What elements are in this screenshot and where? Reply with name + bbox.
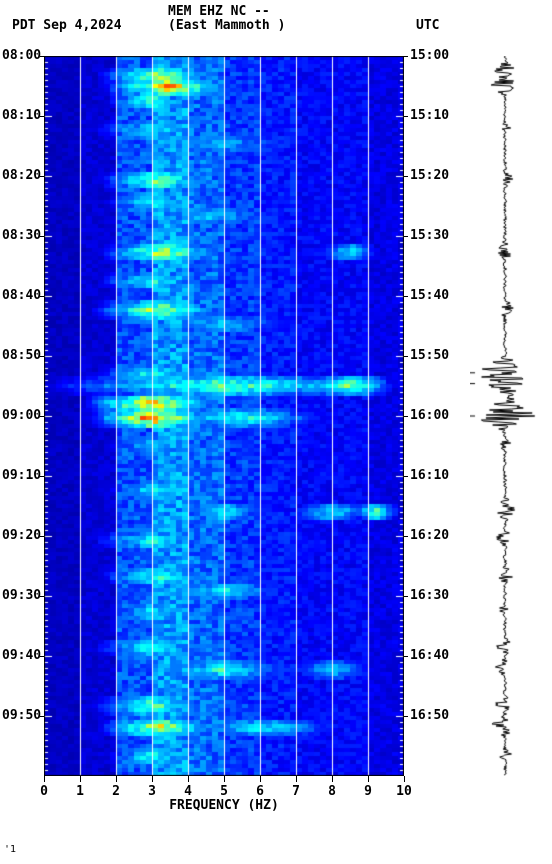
y-left-label: 08:50 [2,350,41,362]
y-right-label: 15:40 [410,290,449,302]
footer-mark: '1 [4,844,16,855]
y-left-label: 08:00 [2,50,41,62]
spectrogram-canvas [44,56,404,776]
y-left-label: 09:30 [2,590,41,602]
x-tick-label: 1 [76,784,84,799]
y-right-label: 16:10 [410,470,449,482]
y-right-label: 15:50 [410,350,449,362]
y-left-label: 09:20 [2,530,41,542]
y-right-label: 15:00 [410,50,449,62]
y-right-label: 15:20 [410,170,449,182]
y-left-label: 08:10 [2,110,41,122]
x-tick-label: 0 [40,784,48,799]
utc-label: UTC [416,18,439,33]
seismogram-trace [470,56,540,776]
y-right-label: 16:20 [410,530,449,542]
y-right-label: 15:30 [410,230,449,242]
y-left-label: 09:50 [2,710,41,722]
x-tick-label: 5 [220,784,228,799]
y-right-label: 16:30 [410,590,449,602]
x-tick-label: 6 [256,784,264,799]
date-label: PDT Sep 4,2024 [12,18,122,33]
x-tick-label: 9 [364,784,372,799]
spectrogram-plot [44,56,404,776]
station-code: MEM EHZ NC -- [168,4,270,19]
seismogram-canvas [470,56,540,776]
y-axis-right-labels: 15:0015:1015:2015:3015:4015:5016:0016:10… [410,56,454,776]
y-right-label: 15:10 [410,110,449,122]
y-right-label: 16:00 [410,410,449,422]
y-left-label: 09:00 [2,410,41,422]
y-right-label: 16:50 [410,710,449,722]
y-left-label: 08:20 [2,170,41,182]
y-left-label: 08:40 [2,290,41,302]
y-axis-left-labels: 08:0008:1008:2008:3008:4008:5009:0009:10… [2,56,42,776]
x-tick-label: 2 [112,784,120,799]
x-axis-title: FREQUENCY (HZ) [44,798,404,813]
x-tick-label: 10 [396,784,412,799]
y-right-label: 16:40 [410,650,449,662]
y-left-label: 09:10 [2,470,41,482]
x-tick-label: 8 [328,784,336,799]
location-label: (East Mammoth ) [168,18,285,33]
x-tick-label: 3 [148,784,156,799]
y-left-label: 08:30 [2,230,41,242]
y-left-label: 09:40 [2,650,41,662]
x-tick-label: 4 [184,784,192,799]
x-tick-label: 7 [292,784,300,799]
